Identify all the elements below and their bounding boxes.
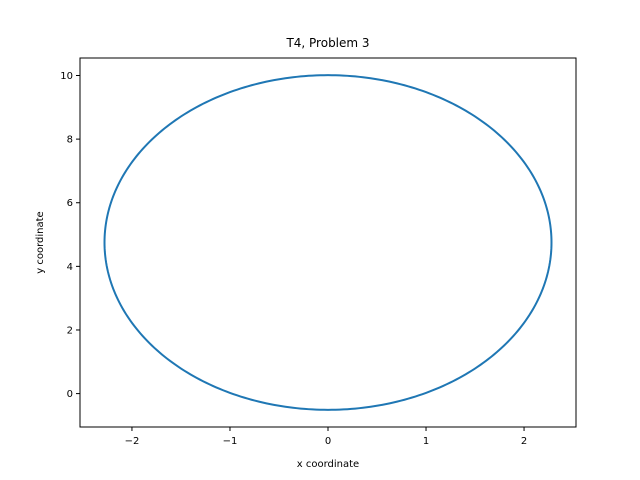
x-tick-label: −1 bbox=[223, 436, 238, 447]
x-tick-label: 2 bbox=[521, 436, 527, 447]
y-tick-label: 0 bbox=[67, 389, 73, 400]
y-tick-label: 2 bbox=[67, 325, 73, 336]
y-tick-label: 6 bbox=[67, 198, 73, 209]
y-tick-label: 4 bbox=[67, 262, 73, 273]
x-axis-label: x coordinate bbox=[297, 459, 359, 470]
series-line-0 bbox=[103, 74, 553, 411]
x-tick-label: 0 bbox=[325, 436, 331, 447]
y-axis-label: y coordinate bbox=[35, 211, 46, 273]
y-axis-ticks: 0 2 4 6 8 10 bbox=[60, 71, 80, 400]
plot-area bbox=[103, 74, 553, 411]
x-tick-label: −2 bbox=[125, 436, 140, 447]
x-tick-label: 1 bbox=[423, 436, 429, 447]
chart-title: T4, Problem 3 bbox=[285, 36, 369, 50]
x-axis-ticks: −2 −1 0 1 2 bbox=[125, 427, 527, 447]
y-tick-label: 10 bbox=[60, 71, 73, 82]
y-tick-label: 8 bbox=[67, 135, 73, 146]
